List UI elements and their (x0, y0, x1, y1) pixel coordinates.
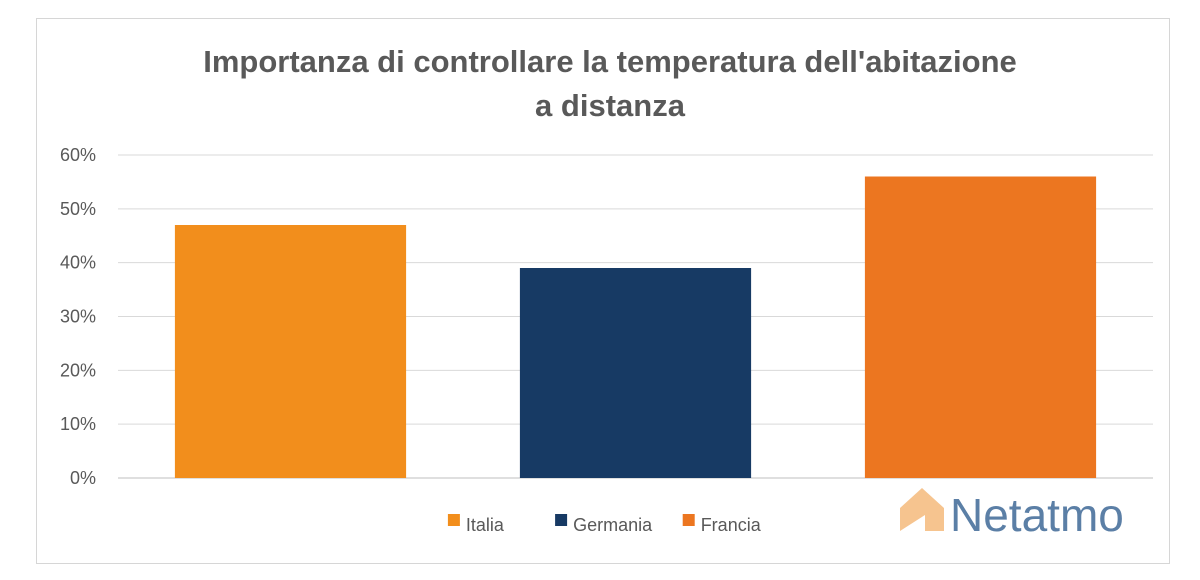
chart-title: Importanza di controllare la temperatura… (0, 40, 1200, 128)
netatmo-logo: Netatmo (900, 488, 1124, 541)
legend-swatch-germania (555, 514, 568, 526)
y-tick-label: 10% (60, 414, 96, 434)
bar-germania (519, 268, 752, 478)
logo-text: Netatmo (950, 489, 1124, 541)
y-tick-label: 50% (60, 199, 96, 219)
y-tick-label: 40% (60, 253, 96, 273)
legend-label-germania: Germania (573, 515, 653, 535)
legend-label-francia: Francia (701, 515, 762, 535)
house-icon (900, 488, 944, 531)
legend-swatch-italia (447, 514, 460, 526)
y-tick-label: 30% (60, 307, 96, 327)
y-tick-label: 0% (70, 468, 96, 488)
y-axis-ticks: 0% 10% 20% 30% 40% 50% 60% (60, 145, 96, 488)
legend-label-italia: Italia (466, 515, 505, 535)
bar-francia (864, 176, 1097, 478)
y-tick-label: 60% (60, 145, 96, 165)
bars (174, 176, 1097, 478)
chart-title-line-2: a distanza (535, 88, 685, 123)
bar-italia (174, 225, 407, 478)
legend: Italia Germania Francia (447, 514, 762, 535)
legend-swatch-francia (682, 514, 695, 526)
y-tick-label: 20% (60, 360, 96, 380)
chart-title-line-1: Importanza di controllare la temperatura… (203, 44, 1017, 79)
